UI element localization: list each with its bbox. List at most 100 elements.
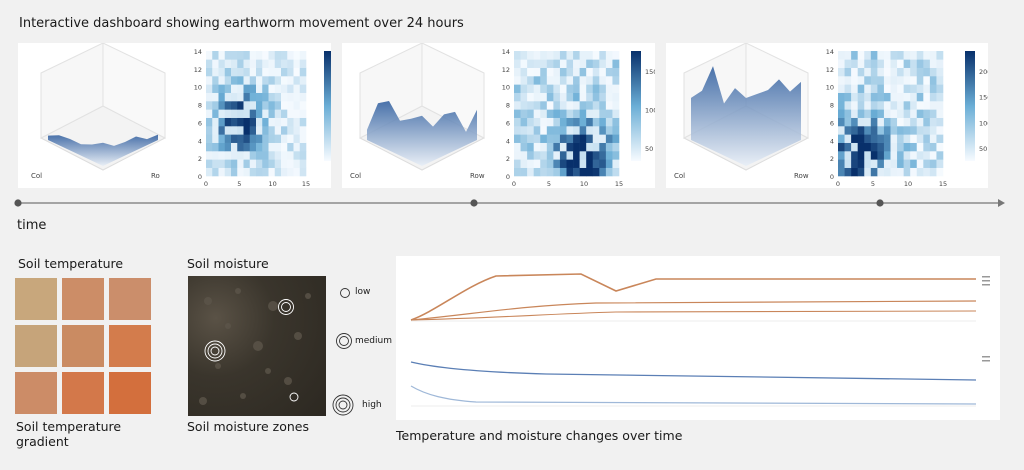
timeline-marker[interactable] <box>14 199 22 207</box>
heatmap-cell <box>573 101 580 110</box>
timeline-marker[interactable] <box>470 199 478 207</box>
heatmap-cell <box>553 59 561 68</box>
moisture-zone-high[interactable] <box>210 346 220 356</box>
heatmap-cell <box>274 76 282 85</box>
chart-legend <box>982 276 990 362</box>
heatmap-cell <box>573 67 580 77</box>
heatmap[interactable] <box>206 51 307 177</box>
heatmap-x-tick: 5 <box>871 180 875 188</box>
heatmap-cell <box>231 59 238 68</box>
heatmap-cell <box>293 51 301 60</box>
heatmap-cell <box>844 126 852 135</box>
heatmap-cell <box>281 151 288 160</box>
line-chart-svg <box>410 273 990 407</box>
heatmap-cell <box>527 84 534 93</box>
heatmap-cell <box>586 134 594 143</box>
heatmap-cell <box>212 142 219 152</box>
panel-t2[interactable]: Col Row 14 12 10 8 6 4 2 00 5 10 15 150 100 50 <box>342 43 655 188</box>
soil-moisture-caption: Soil moisture zones <box>187 419 309 434</box>
heatmap-cell <box>592 59 600 68</box>
heatmap-cell <box>838 101 845 110</box>
heatmap-cell <box>586 84 594 93</box>
timeline-marker[interactable] <box>876 199 884 207</box>
heatmap-cell <box>857 126 865 135</box>
heatmap-cell <box>243 159 251 168</box>
heatmap-y-tick: 14 <box>502 48 510 56</box>
heatmap-cell <box>256 92 263 102</box>
heatmap-cell <box>249 59 257 68</box>
heatmap-cell <box>605 109 613 118</box>
heatmap-cell <box>864 67 872 77</box>
heatmap-cell <box>851 51 858 60</box>
heatmap-cell <box>293 101 301 110</box>
heatmap-cell <box>599 142 607 152</box>
heatmap-cell <box>586 76 594 85</box>
heatmap-cell <box>237 84 244 93</box>
heatmap-cell <box>599 159 607 168</box>
moisture-zone-medium[interactable] <box>281 302 291 312</box>
heatmap-cell <box>212 109 219 118</box>
heatmap-cell <box>566 142 574 152</box>
heatmap-cell <box>553 51 561 60</box>
heatmap-cell <box>910 126 918 135</box>
heatmap-cell <box>268 151 276 160</box>
heatmap-cell <box>520 117 528 127</box>
heatmap-cell <box>218 134 226 143</box>
heatmap-cell <box>838 167 845 177</box>
heatmap-cell <box>870 84 878 93</box>
panel-t1[interactable]: ColRo14121086420051015121086420 <box>18 43 331 188</box>
heatmap-cell <box>890 84 898 93</box>
heatmap-cell <box>231 134 238 143</box>
surface-3d-plot[interactable]: Col Ro <box>31 43 167 180</box>
panel-t3[interactable]: ColRow1412108642005101520015010050 <box>666 43 988 188</box>
heatmap-cell <box>566 151 574 160</box>
heatmap-cell <box>299 159 307 168</box>
heatmap-x-tick: 10 <box>580 180 588 188</box>
heatmap-cell <box>514 67 521 77</box>
heatmap-cell <box>936 92 944 102</box>
legend-medium-label: medium <box>355 336 392 346</box>
heatmap-cell <box>527 159 534 168</box>
heatmap-cell <box>514 134 521 143</box>
heatmap-cell <box>559 134 567 143</box>
heatmap-cell <box>566 167 574 177</box>
temperature-moisture-chart[interactable] <box>396 256 1000 420</box>
heatmap-cell <box>883 92 891 102</box>
heatmap-cell <box>877 101 885 110</box>
heatmap-cell <box>851 151 858 160</box>
heatmap-cell <box>249 134 257 143</box>
surface-3d-plot[interactable]: Col Row <box>350 43 486 180</box>
heatmap-cell <box>243 51 251 60</box>
heatmap-cell <box>573 76 580 85</box>
moisture-zone-low[interactable] <box>289 392 299 402</box>
heatmap-cell <box>559 67 567 77</box>
surface-3d-plot[interactable]: Col Row <box>674 43 810 180</box>
heatmap-cell <box>870 92 878 102</box>
heatmap-cell <box>262 159 269 168</box>
heatmap-cell <box>851 59 858 68</box>
heatmap-cell <box>256 109 263 118</box>
heatmap[interactable] <box>838 51 944 177</box>
heatmap-cell <box>592 117 600 127</box>
heatmap-cell <box>274 92 282 102</box>
soil-temperature-title: Soil temperature <box>18 256 124 271</box>
heatmap-cell <box>224 159 232 168</box>
heatmap-cell <box>546 117 554 127</box>
heatmap-cell <box>514 151 521 160</box>
heatmap-cell <box>231 92 238 102</box>
heatmap-cell <box>929 159 937 168</box>
heatmap-cell <box>579 134 587 143</box>
heatmap-cell <box>890 76 898 85</box>
heatmap-cell <box>877 92 885 102</box>
heatmap-y-tick: 10 <box>194 84 202 92</box>
heatmap-cell <box>910 134 918 143</box>
heatmap-cell <box>877 159 885 168</box>
heatmap-cell <box>923 76 931 85</box>
heatmap-cell <box>916 59 924 68</box>
heatmap-cell <box>514 167 521 177</box>
heatmap[interactable] <box>514 51 620 177</box>
heatmap-cell <box>262 151 269 160</box>
heatmap-cell <box>287 67 294 77</box>
heatmap-cell <box>546 51 554 60</box>
heatmap-cell <box>224 134 232 143</box>
